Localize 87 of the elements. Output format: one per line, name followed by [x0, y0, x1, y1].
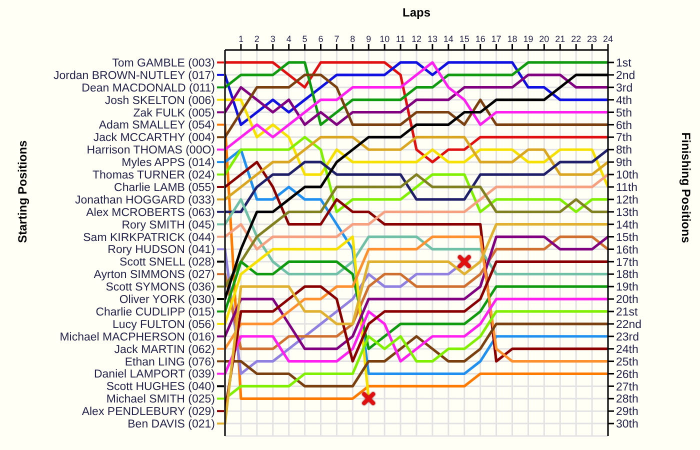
x-tick-label: 1 — [238, 34, 244, 44]
y-tick-label: 23rd — [616, 331, 640, 344]
legend-label: Rory SMITH (045) — [122, 219, 216, 232]
y-tick-label: 29th — [616, 406, 638, 418]
y-tick-label: 6th — [616, 120, 632, 132]
y-tick-label: 14th — [616, 219, 638, 232]
legend-label: Oliver YORK (030) — [119, 294, 216, 306]
y-tick-label: 2nd — [616, 70, 636, 82]
legend-label: Scott HUGHES (040) — [106, 381, 216, 394]
legend-label: Myles APPS (014) — [122, 157, 216, 170]
x-tick-label: 20 — [539, 34, 550, 44]
legend-label: Harrison THOMAS (00O) — [86, 144, 216, 157]
y-tick-label: 8th — [616, 144, 632, 157]
y-tick-label: 21st — [616, 306, 639, 319]
x-tick-label: 12 — [411, 34, 422, 44]
legend-label: Daniel LAMPORT (039) — [94, 368, 216, 381]
legend-label: Jack MARTIN (062) — [114, 344, 216, 356]
y-tick-label: 7th — [616, 132, 632, 144]
y-tick-label: 30th — [616, 418, 638, 431]
x-tick-label: 4 — [286, 34, 292, 44]
y-tick-label: 15th — [616, 232, 638, 244]
x-tick-label: 11 — [396, 34, 406, 44]
x-tick-label: 9 — [366, 34, 372, 44]
legend-label: Scott SYMONS (036) — [106, 282, 216, 294]
x-axis-title: Laps — [402, 6, 431, 20]
x-tick-label: 22 — [571, 34, 582, 44]
y-tick-label: 27th — [616, 381, 638, 394]
legend-label: Ben DAVIS (021) — [128, 418, 216, 431]
legend-label: Rory HUDSON (041) — [108, 244, 216, 256]
x-tick-label: 24 — [602, 34, 614, 44]
legend-label: Dean MACDONALD (011) — [82, 82, 216, 94]
y-tick-label: 13th — [616, 206, 638, 219]
y-tick-label: 28th — [616, 394, 638, 406]
x-tick-label: 7 — [334, 34, 340, 44]
y-tick-label: 4th — [616, 94, 632, 107]
x-tick-label: 3 — [270, 34, 276, 44]
legend-label: Michael MACPHERSON (016) — [60, 331, 216, 344]
legend-label: Lucy FULTON (056) — [112, 318, 216, 331]
legend-label: Ayrton SIMMONS (027) — [94, 269, 216, 282]
y-tick-label: 25th — [616, 356, 638, 368]
legend-label: Adam SMALLEY (054) — [98, 120, 216, 132]
y-tick-label: 18th — [616, 269, 638, 282]
y-tick-label: 26th — [616, 368, 638, 381]
y-axis-title: Finishing Positions — [678, 132, 693, 244]
x-tick-label: 23 — [587, 34, 598, 44]
legend-label: Sam KIRKPATRICK (044) — [83, 232, 216, 244]
y-tick-label: 17th — [616, 256, 638, 269]
x-tick-label: 14 — [443, 34, 454, 44]
y-tick-label: 5th — [616, 107, 632, 120]
legend-label: Michael SMITH (025) — [106, 394, 216, 406]
x-tick-label: 13 — [427, 34, 438, 44]
y-tick-label: 22nd — [616, 319, 642, 332]
x-tick-label: 17 — [491, 34, 502, 44]
legend-label: Jonathan HOGGARD (033) — [75, 194, 216, 206]
y-tick-label: 1st — [616, 58, 632, 70]
y-tick-label: 9th — [616, 157, 632, 170]
x-tick-label: 19 — [523, 34, 534, 44]
y-tick-label: 20th — [616, 294, 638, 306]
x-tick-label: 10 — [380, 34, 390, 44]
legend-label: Josh SKELTON (006) — [104, 94, 216, 107]
legend-label: Scott SNELL (028) — [120, 256, 216, 269]
legend-label: Zak FULK (005) — [133, 107, 216, 120]
y-tick-label: 3rd — [616, 82, 633, 94]
legend-label: Ethan LING (076) — [124, 356, 216, 368]
x-tick-label: 16 — [475, 34, 486, 44]
y-tick-label: 19th — [616, 282, 638, 294]
y-tick-label: 12th — [616, 194, 638, 206]
y-tick-label: 24th — [616, 344, 638, 356]
legend-label: Alex PENDLEBURY (029) — [82, 406, 216, 418]
x-tick-label: 21 — [555, 34, 566, 44]
y-tick-label: 16th — [616, 244, 638, 256]
x-tick-label: 2 — [254, 34, 260, 44]
x-tick-label: 5 — [302, 34, 308, 44]
x-tick-label: 18 — [507, 34, 518, 44]
legend-label: Jack MCCARTHY (004) — [93, 132, 216, 144]
legend-title: Starting Positions — [15, 140, 30, 243]
y-tick-label: 10th — [616, 170, 638, 182]
x-tick-label: 8 — [350, 34, 356, 44]
legend-label: Charlie LAMB (055) — [114, 182, 216, 194]
x-tick-label: 15 — [459, 34, 470, 44]
legend-label: Jordan BROWN-NUTLEY (017) — [54, 70, 216, 82]
y-tick-label: 11th — [616, 182, 638, 194]
legend-label: Tom GAMBLE (003) — [112, 57, 216, 70]
x-tick-label: 6 — [318, 34, 324, 44]
legend-label: Alex MCROBERTS (063) — [86, 206, 216, 219]
legend-label: Charlie CUDLIPP (015) — [96, 306, 216, 318]
legend-label: Thomas TURNER (024) — [92, 170, 216, 182]
